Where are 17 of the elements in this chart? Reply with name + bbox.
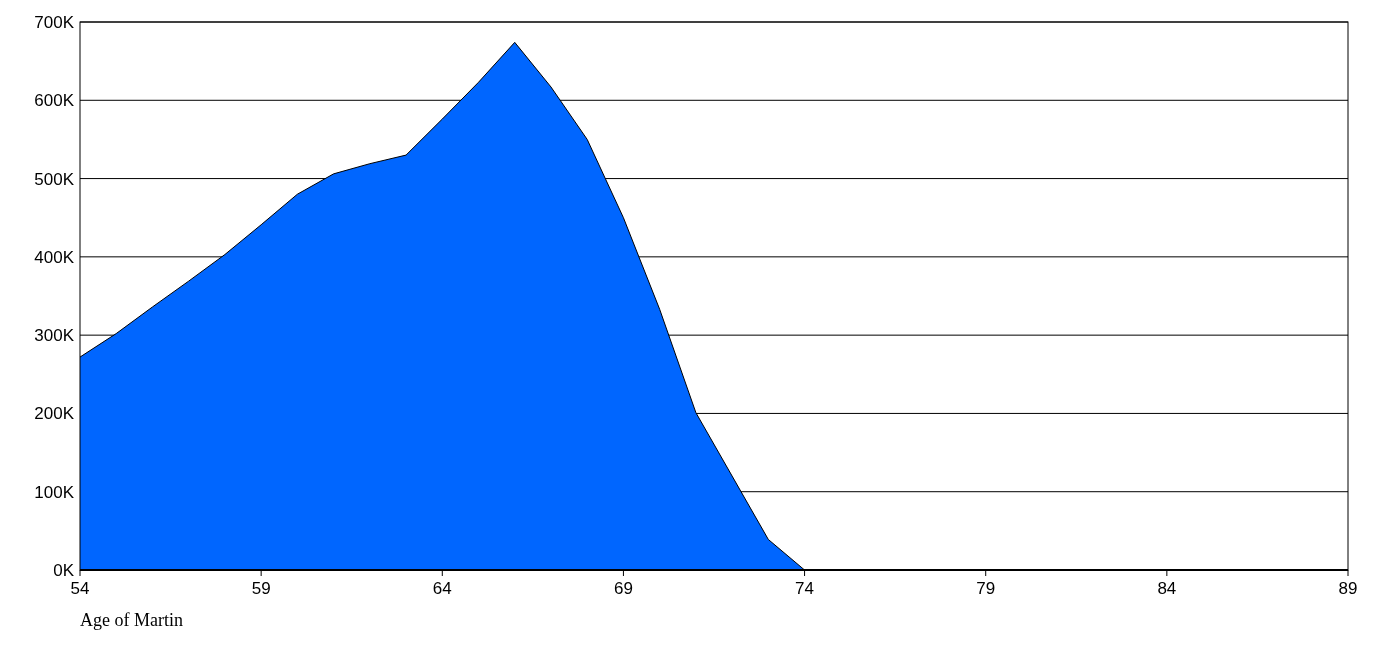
y-tick-label: 100K: [34, 482, 75, 502]
y-tick-label: 600K: [34, 91, 75, 111]
y-tick-label: 700K: [34, 12, 75, 32]
x-tick-label: 79: [976, 579, 996, 598]
x-tick-label: 89: [1338, 579, 1358, 598]
x-tick-label: 84: [1157, 579, 1177, 598]
x-tick-label: 59: [251, 579, 271, 598]
y-tick-label: 500K: [34, 169, 75, 189]
y-tick-label: 0K: [53, 560, 75, 580]
x-tick-label: 64: [432, 579, 452, 598]
x-tick-label: 54: [70, 579, 90, 598]
y-tick-label: 400K: [34, 247, 75, 267]
x-axis-title: Age of Martin: [80, 610, 183, 630]
x-tick-label: 74: [795, 579, 815, 598]
y-tick-label: 300K: [34, 326, 75, 346]
x-tick-label: 69: [613, 579, 633, 598]
y-tick-label: 200K: [34, 404, 75, 424]
